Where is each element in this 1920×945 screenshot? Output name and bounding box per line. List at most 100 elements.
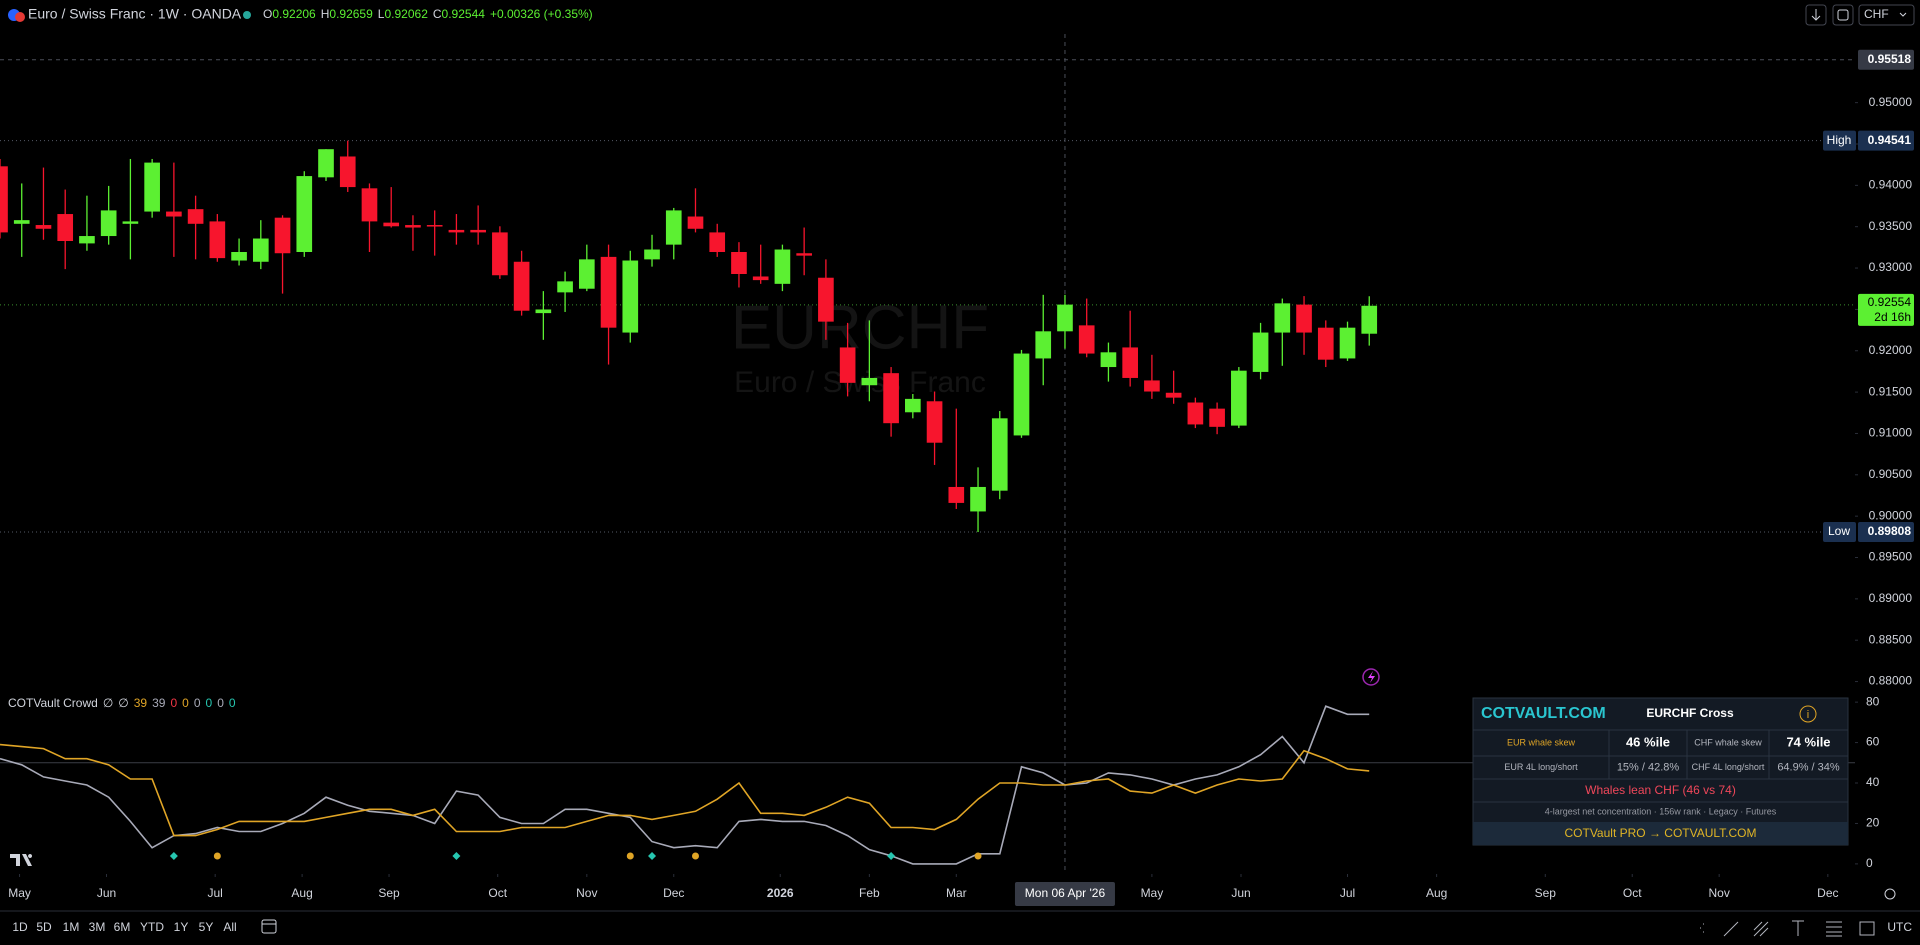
ohlc-value: 0.92206 — [272, 7, 316, 21]
candle-body — [665, 210, 682, 245]
timeframe-button[interactable]: 1D — [12, 920, 28, 934]
candle-body — [578, 259, 595, 289]
tradingview-logo — [10, 854, 33, 866]
text-tool[interactable] — [1792, 920, 1804, 936]
timeframe-button[interactable]: 6M — [114, 920, 131, 934]
tag-label: Low — [1828, 524, 1850, 538]
candle-body — [1187, 402, 1204, 425]
panel-cta-bg[interactable] — [1473, 822, 1848, 845]
y-tick-label: 0.91000 — [1869, 426, 1913, 440]
last-price-box — [1858, 293, 1914, 326]
fib-tool[interactable] — [1753, 921, 1769, 937]
candle-body — [361, 188, 378, 222]
candle-body — [861, 377, 878, 386]
candle-body — [796, 253, 812, 256]
candle-body — [926, 401, 943, 443]
candle-body — [1013, 353, 1030, 436]
candle-body — [166, 211, 182, 217]
x-tick-label: Jun — [97, 886, 116, 900]
y-tick-label: 0.88500 — [1869, 632, 1913, 646]
candle-body — [1274, 303, 1291, 333]
candle-body — [470, 229, 486, 233]
ohlc-key: C — [433, 7, 442, 21]
ohlc-key: L — [378, 7, 385, 21]
timeframe-button[interactable]: 5Y — [199, 920, 214, 934]
timeframe-button[interactable]: All — [223, 920, 236, 934]
candle-body — [1252, 332, 1269, 372]
legend-value: 0 — [182, 696, 189, 710]
candle-body — [57, 214, 74, 242]
candle-body — [970, 486, 986, 512]
signal-marker — [169, 852, 178, 860]
panel-cta: COTVault PRO → COTVAULT.COM — [1564, 826, 1756, 840]
timeframe-button[interactable]: 1M — [63, 920, 80, 934]
candle-body — [774, 249, 791, 284]
download-button[interactable] — [1805, 4, 1827, 26]
candle-body — [209, 221, 226, 259]
ohlc-key: O — [263, 7, 272, 21]
candle-body — [709, 232, 726, 253]
currency-dropdown[interactable] — [1858, 4, 1915, 26]
settings-icon[interactable] — [1884, 888, 1896, 900]
panel-label: EUR 4L long/short — [1504, 762, 1578, 772]
y-tick-label: 0.89500 — [1869, 550, 1913, 564]
timeframe-button[interactable]: YTD — [140, 920, 164, 934]
candle-body — [644, 249, 660, 260]
y-tick-label: 0.95000 — [1869, 95, 1913, 109]
crosshair-price-box — [1858, 49, 1914, 70]
candle-body — [383, 222, 400, 227]
candle-body — [1361, 305, 1378, 334]
flag-chf — [15, 12, 25, 22]
x-tick-label: Feb — [859, 886, 880, 900]
y-tick-label: 80 — [1866, 694, 1880, 708]
legend-value: ∅ — [118, 696, 128, 710]
legend-value: 0 — [206, 696, 213, 710]
candle-body — [1209, 408, 1225, 427]
rect-tool[interactable] — [1859, 921, 1875, 936]
legend-value: 0 — [194, 696, 201, 710]
y-tick-label: 0.91500 — [1869, 384, 1913, 398]
timeframe-button[interactable]: 3M — [89, 920, 106, 934]
indicator-name: COTVault Crowd — [8, 696, 98, 710]
timezone[interactable]: UTC — [1887, 920, 1912, 934]
candle-body — [1339, 327, 1356, 359]
countdown: 2d 16h — [1874, 310, 1911, 324]
x-tick-label: Sep — [378, 886, 400, 900]
y-tick-label: 0.90000 — [1869, 508, 1913, 522]
y-tick-label: 0.93000 — [1869, 260, 1913, 274]
calendar-icon[interactable] — [261, 919, 277, 934]
refresh-button[interactable] — [1832, 4, 1854, 26]
info-icon[interactable] — [1799, 705, 1817, 723]
x-tick-label: Oct — [488, 886, 507, 900]
x-tick-label: Jul — [1340, 886, 1355, 900]
panel-brand: COTVAULT.COM — [1481, 705, 1606, 722]
y-tick-label: 0.90500 — [1869, 467, 1913, 481]
x-tick-label: Dec — [1817, 886, 1838, 900]
x-tick-label: Sep — [1535, 886, 1557, 900]
symbol-title: Euro / Swiss Franc · 1W · OANDA — [28, 6, 242, 22]
trendline-tool[interactable] — [1723, 921, 1739, 937]
status-dot — [243, 11, 251, 19]
candle-body — [600, 256, 617, 328]
legend-value: 0 — [170, 696, 177, 710]
panel-value: 46 %ile — [1626, 734, 1670, 749]
legend-value: 39 — [152, 696, 166, 710]
candle-body — [339, 156, 356, 188]
alert-icon[interactable] — [1362, 668, 1380, 686]
levels-tool[interactable] — [1826, 921, 1842, 937]
timeframe-button[interactable]: 5D — [36, 920, 52, 934]
x-tick-label: Nov — [1708, 886, 1729, 900]
candle-body — [13, 220, 30, 224]
panel-value: 15% / 42.8% — [1617, 761, 1680, 773]
candle-body — [1122, 347, 1138, 378]
candle-body — [818, 277, 834, 322]
panel-label: EUR whale skew — [1507, 737, 1576, 747]
signal-marker — [974, 852, 982, 860]
candle-body — [448, 229, 465, 233]
timeframe-button[interactable]: 1Y — [174, 920, 189, 934]
x-tick-label: Jun — [1231, 886, 1250, 900]
candle-body — [1078, 325, 1095, 354]
tag-box — [1823, 522, 1856, 543]
ohlc-key: H — [321, 7, 330, 21]
x-tick-label: Dec — [663, 886, 684, 900]
